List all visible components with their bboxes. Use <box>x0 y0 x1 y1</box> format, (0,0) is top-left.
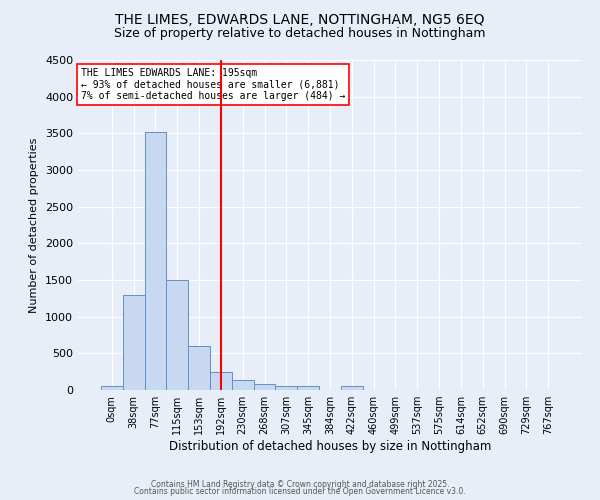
Bar <box>101 386 123 390</box>
Bar <box>166 280 188 390</box>
Text: THE LIMES, EDWARDS LANE, NOTTINGHAM, NG5 6EQ: THE LIMES, EDWARDS LANE, NOTTINGHAM, NG5… <box>115 12 485 26</box>
Bar <box>254 384 275 390</box>
Bar <box>297 386 319 390</box>
Bar <box>210 372 232 390</box>
Bar <box>145 132 166 390</box>
Bar <box>341 386 363 390</box>
Bar <box>232 380 254 390</box>
Text: Size of property relative to detached houses in Nottingham: Size of property relative to detached ho… <box>114 28 486 40</box>
Y-axis label: Number of detached properties: Number of detached properties <box>29 138 40 312</box>
Bar <box>123 296 145 390</box>
Bar <box>275 386 297 390</box>
Text: Contains HM Land Registry data © Crown copyright and database right 2025.: Contains HM Land Registry data © Crown c… <box>151 480 449 489</box>
Text: THE LIMES EDWARDS LANE: 195sqm
← 93% of detached houses are smaller (6,881)
7% o: THE LIMES EDWARDS LANE: 195sqm ← 93% of … <box>80 68 345 102</box>
Text: Contains public sector information licensed under the Open Government Licence v3: Contains public sector information licen… <box>134 487 466 496</box>
Bar <box>188 346 210 390</box>
X-axis label: Distribution of detached houses by size in Nottingham: Distribution of detached houses by size … <box>169 440 491 453</box>
